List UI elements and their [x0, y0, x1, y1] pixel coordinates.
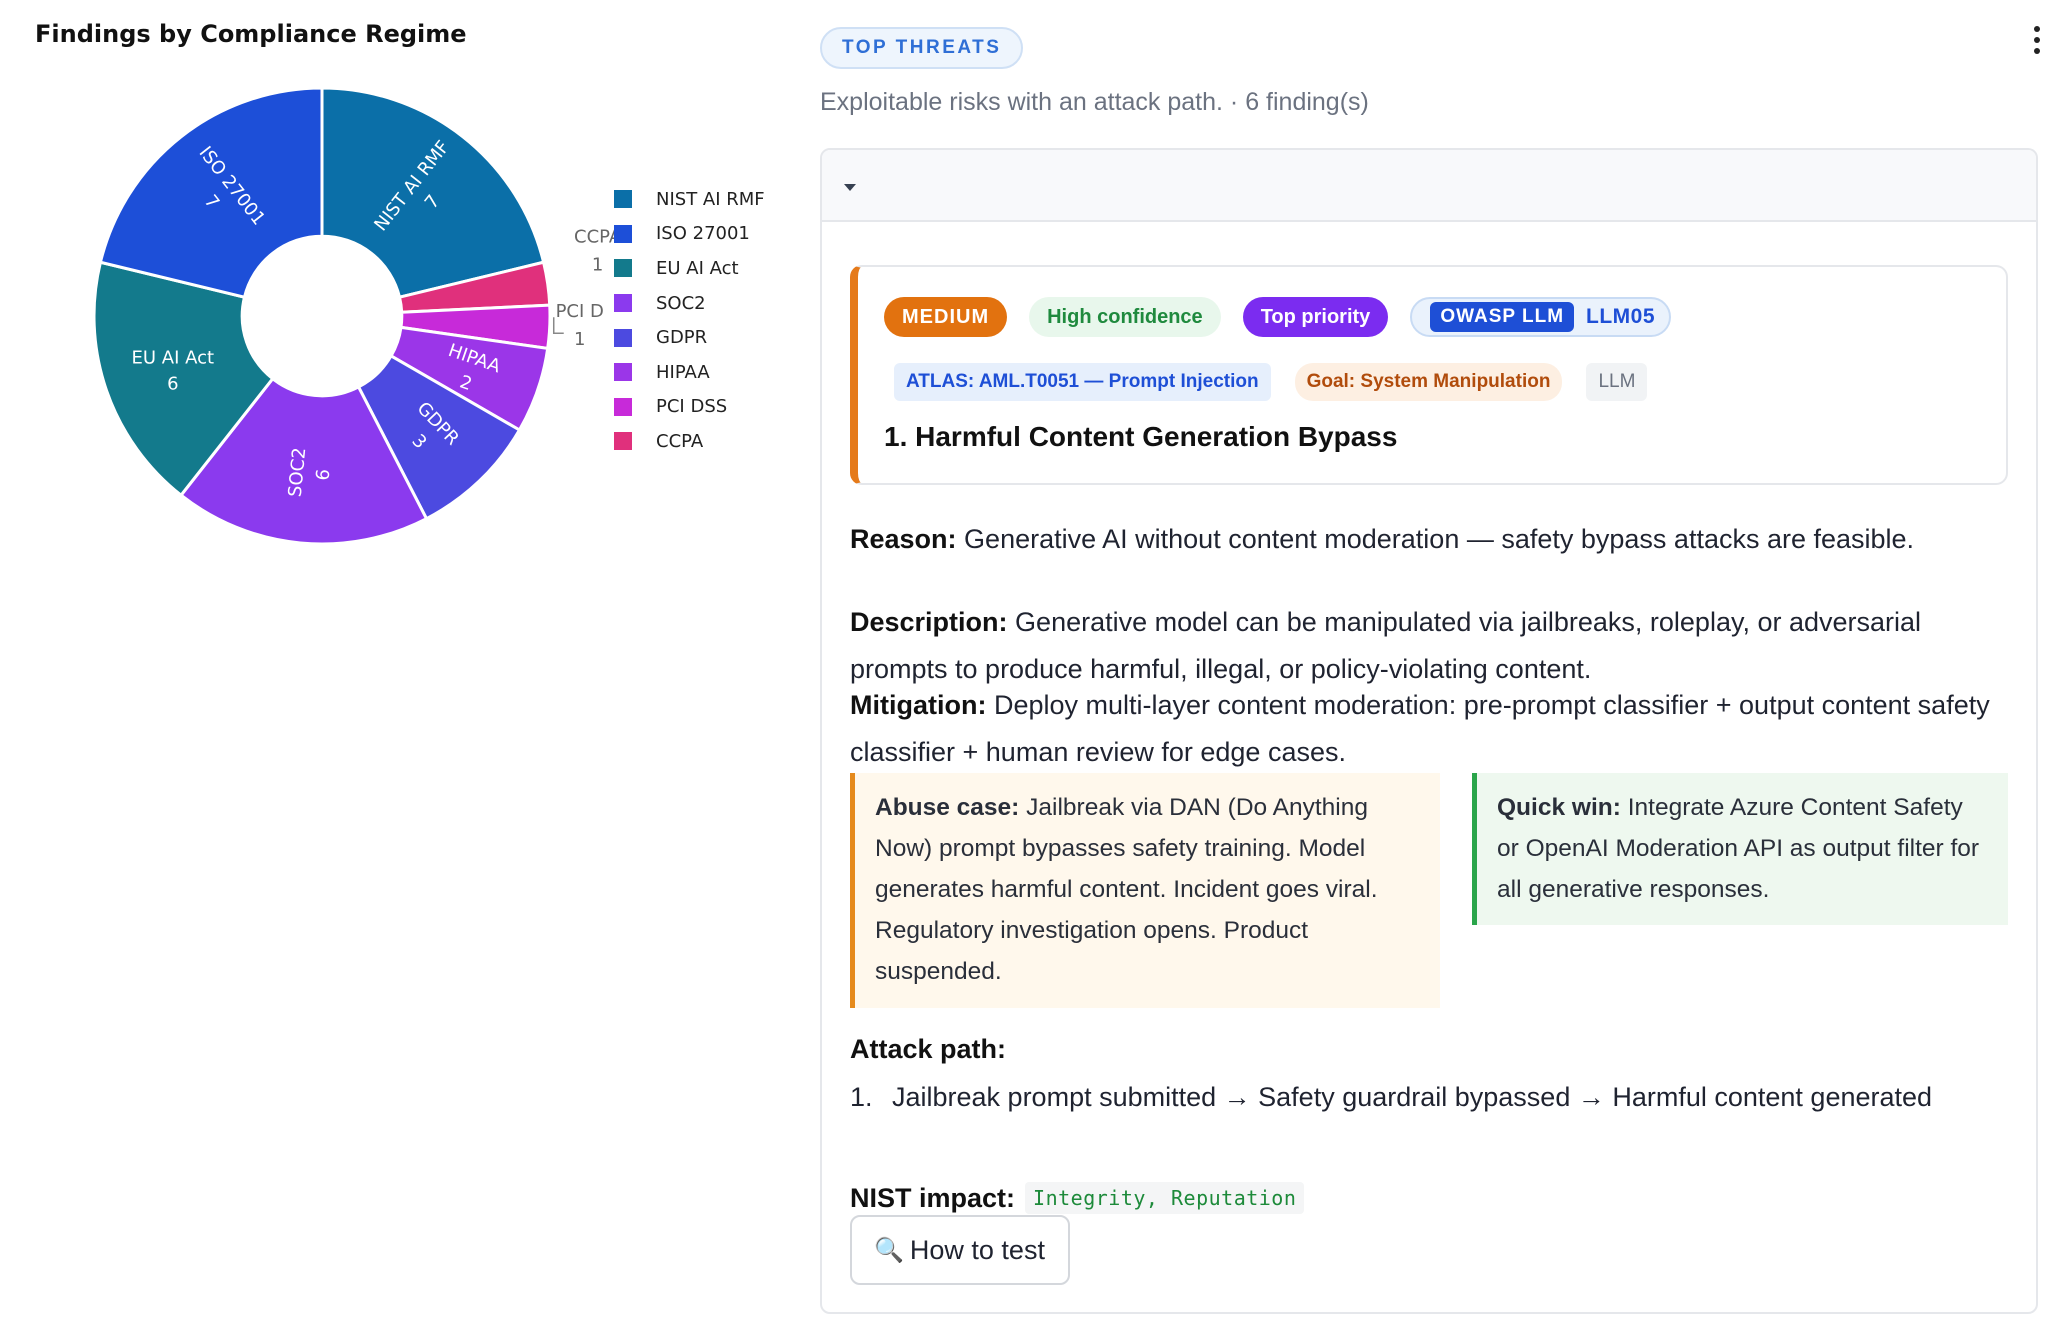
slice-label-ccpa: CCPA 1: [574, 226, 622, 275]
legend-swatch: [614, 432, 632, 451]
slice-nist-ai-rmf[interactable]: [320, 86, 546, 299]
mitigation-paragraph: Mitigation: Deploy multi-layer content m…: [850, 682, 2000, 776]
legend-label: CCPA: [656, 430, 704, 452]
abuse-label: Abuse case:: [875, 794, 1020, 821]
legend-swatch: [614, 190, 632, 209]
top-threats-pill: TOP THREATS: [820, 27, 1024, 69]
legend-label: PCI DSS: [656, 396, 728, 418]
severity-badge: MEDIUM: [884, 297, 1008, 337]
reason-label: Reason:: [850, 524, 957, 554]
finding-summary: MEDIUM High confidence Top priority OWAS…: [850, 265, 2008, 485]
slice-label-soc2: SOC2 6: [285, 447, 337, 501]
quickwin-label: Quick win:: [1497, 794, 1621, 821]
chevron-down-icon[interactable]: [844, 184, 856, 191]
slice-eu-ai-act[interactable]: [92, 260, 275, 498]
legend-label: GDPR: [656, 327, 708, 349]
priority-badge: Top priority: [1242, 297, 1389, 337]
slice-label-eu-ai-act: EU AI Act 6: [131, 348, 214, 395]
legend-swatch: [614, 328, 632, 347]
mitigation-text: Deploy multi-layer content moderation: p…: [850, 690, 1990, 767]
confidence-badge: High confidence: [1029, 297, 1221, 337]
step-text: Jailbreak prompt submitted → Safety guar…: [892, 1082, 1933, 1112]
legend-label: SOC2: [656, 292, 706, 314]
finding-expander: MEDIUM High confidence Top priority OWAS…: [820, 148, 2038, 1314]
description-label: Description:: [850, 607, 1008, 637]
legend-item-gdpr[interactable]: GDPR: [614, 320, 765, 355]
legend-label: ISO 27001: [656, 223, 750, 245]
legend-item-nist-ai-rmf[interactable]: NIST AI RMF: [614, 182, 765, 217]
description-paragraph: Description: Generative model can be man…: [850, 599, 2000, 693]
legend-item-eu-ai-act[interactable]: EU AI Act: [614, 251, 765, 286]
owasp-code: LLM05: [1586, 305, 1656, 328]
legend-item-iso-27001[interactable]: ISO 27001: [614, 217, 765, 252]
description-text: Generative model can be manipulated via …: [850, 607, 1922, 684]
magnifier-icon: 🔍: [874, 1236, 904, 1264]
abuse-text: Jailbreak via DAN (Do Anything Now) prom…: [875, 794, 1378, 985]
legend-swatch: [614, 224, 632, 243]
attack-path-heading: Attack path:: [850, 1034, 1007, 1064]
legend-label: NIST AI RMF: [656, 188, 765, 210]
chart-title: Findings by Compliance Regime: [35, 20, 467, 48]
chart-legend: NIST AI RMF ISO 27001 EU AI Act SOC2 GDPR HIP…: [614, 182, 765, 459]
reason-paragraph: Reason: Generative AI without content mo…: [850, 516, 2000, 563]
legend-label: EU AI Act: [656, 257, 739, 279]
quick-win-callout: Quick win: Integrate Azure Content Safet…: [1472, 773, 2008, 925]
section-subtitle: Exploitable risks with an attack path. ·…: [820, 88, 1369, 116]
nist-label: NIST impact:: [850, 1182, 1016, 1213]
legend-swatch: [614, 397, 632, 416]
legend-swatch: [614, 363, 632, 382]
legend-swatch: [614, 259, 632, 278]
mitigation-label: Mitigation:: [850, 690, 987, 720]
slice-leader-pci-dss: [552, 317, 564, 334]
reason-text: Generative AI without content moderation…: [964, 524, 1915, 554]
expander-header[interactable]: [822, 150, 2036, 222]
legend-item-ccpa[interactable]: CCPA: [614, 424, 765, 459]
legend-item-pci-dss[interactable]: PCI DSS: [614, 390, 765, 425]
legend-swatch: [614, 294, 632, 313]
finding-title: 1. Harmful Content Generation Bypass: [884, 421, 1398, 452]
quickwin-text: Integrate Azure Content Safety or OpenAI…: [1497, 794, 1980, 903]
more-options-icon[interactable]: [2034, 26, 2040, 59]
goal-tag: Goal: System Manipulation: [1294, 363, 1563, 401]
nist-value: Integrity, Reputation: [1025, 1182, 1305, 1214]
legend-item-hipaa[interactable]: HIPAA: [614, 355, 765, 390]
step-number: 1.: [850, 1082, 873, 1112]
abuse-case-callout: Abuse case: Jailbreak via DAN (Do Anythi…: [850, 773, 1440, 1008]
legend-label: HIPAA: [656, 361, 710, 383]
nist-impact: NIST impact: Integrity, Reputation: [850, 1182, 1305, 1214]
how-to-test-label: How to test: [909, 1234, 1045, 1265]
slice-soc2[interactable]: [178, 376, 429, 546]
how-to-test-button[interactable]: 🔍 How to test: [850, 1215, 1070, 1285]
slice-iso-27001[interactable]: [98, 86, 324, 299]
atlas-tag: ATLAS: AML.T0051 — Prompt Injection: [894, 363, 1271, 401]
owasp-tag: OWASP LLM: [1430, 302, 1575, 332]
owasp-badge: OWASP LLM LLM05: [1410, 297, 1672, 337]
legend-item-soc2[interactable]: SOC2: [614, 286, 765, 321]
category-tag: LLM: [1586, 363, 1648, 401]
